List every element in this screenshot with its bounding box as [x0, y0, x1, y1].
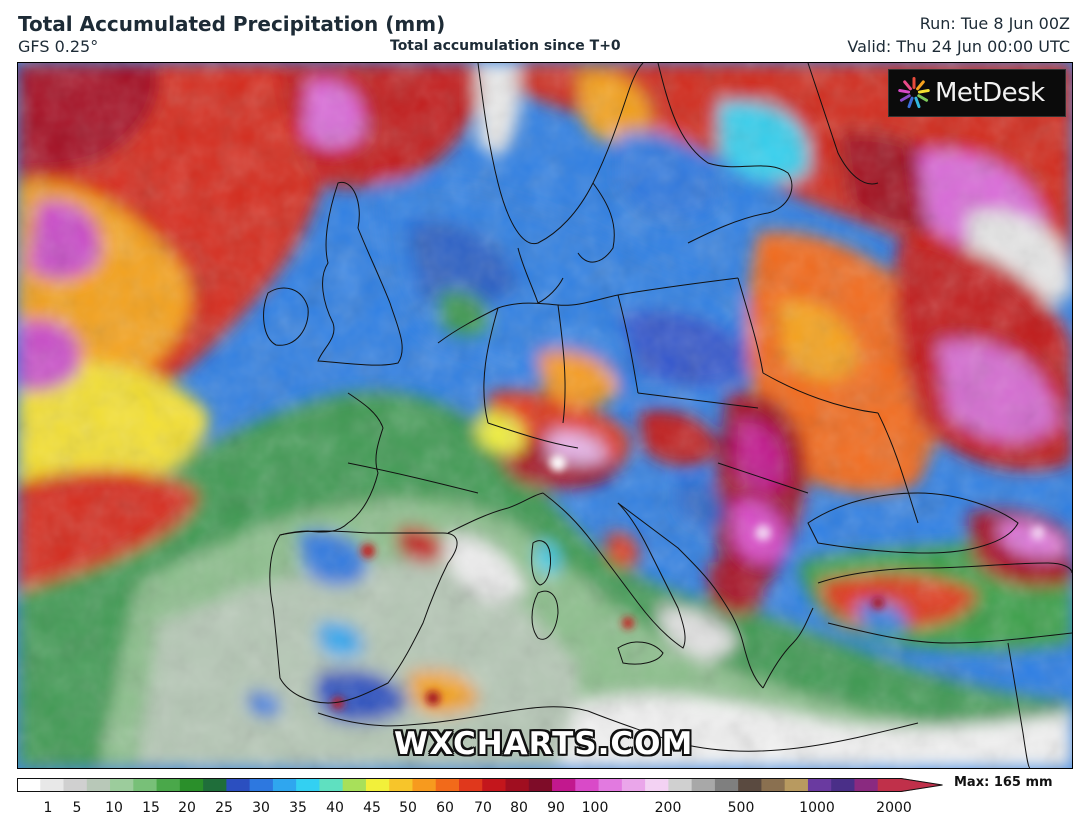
colorbar-tick: 20: [178, 800, 196, 816]
colorbar-segment: [621, 778, 646, 792]
colorbar-segment: [110, 778, 134, 792]
colorbar-segment: [365, 778, 390, 792]
wxcharts-watermark: WXCHARTS.COM: [394, 726, 694, 762]
colorbar-segment: [668, 778, 693, 792]
colorbar-segment: [831, 778, 856, 792]
colorbar: [17, 778, 943, 792]
colorbar-segment: [807, 778, 832, 792]
colorbar-segment: [598, 778, 623, 792]
colorbar-tick: 25: [215, 800, 233, 816]
colorbar-segment: [319, 778, 344, 792]
colorbar-segment: [249, 778, 274, 792]
colorbar-tick: 200: [654, 800, 682, 816]
colorbar-segment: [226, 778, 251, 792]
colorbar-tick: 90: [547, 800, 565, 816]
colorbar-tick: 15: [142, 800, 160, 816]
colorbar-segment: [505, 778, 530, 792]
run-time: Run: Tue 8 Jun 00Z: [919, 14, 1070, 33]
colorbar-segment: [342, 778, 367, 792]
colorbar-segment: [459, 778, 483, 792]
colorbar-segment: [133, 778, 158, 792]
colorbar-tick: 1: [43, 800, 53, 816]
colorbar-segment: [40, 778, 65, 792]
colorbar-segment: [738, 778, 763, 792]
colorbar-tick: 2000: [876, 800, 912, 816]
colorbar-segment: [296, 778, 321, 792]
colorbar-segment: [17, 778, 41, 792]
colorbar-tick: 80: [510, 800, 528, 816]
colorbar-segment: [877, 778, 902, 792]
colorbar-segment: [86, 778, 111, 792]
colorbar-tick: 40: [326, 800, 344, 816]
metdesk-logo-text: MetDesk: [935, 78, 1045, 108]
colorbar-tick: 100: [581, 800, 609, 816]
colorbar-tick: 1000: [799, 800, 835, 816]
colorbar-tick: 10: [105, 800, 123, 816]
colorbar-tick: 500: [727, 800, 755, 816]
chart-title: Total Accumulated Precipitation (mm): [18, 12, 446, 36]
colorbar-tick: 45: [363, 800, 381, 816]
precipitation-map-canvas: [18, 63, 1072, 768]
colorbar-segment: [435, 778, 460, 792]
colorbar-segment: [63, 778, 88, 792]
colorbar-ticks: 1 5 10 15 20 25 30 35 40 45 50 60 70 80 …: [17, 800, 943, 820]
colorbar-tick: 60: [436, 800, 454, 816]
colorbar-segment: [272, 778, 297, 792]
valid-time: Valid: Thu 24 Jun 00:00 UTC: [847, 37, 1070, 56]
colorbar-gradient: [17, 778, 943, 792]
metdesk-logo-icon: [898, 77, 930, 109]
model-label: GFS 0.25°: [18, 37, 99, 56]
colorbar-max-label: Max: 165 mm: [954, 775, 1053, 790]
colorbar-tick: 30: [252, 800, 270, 816]
colorbar-segment: [412, 778, 437, 792]
colorbar-segment: [528, 778, 553, 792]
chart-subtitle: Total accumulation since T+0: [390, 38, 621, 54]
colorbar-segment: [389, 778, 414, 792]
precipitation-map: MetDesk WXCHARTS.COM: [17, 62, 1073, 769]
colorbar-segment: [645, 778, 669, 792]
colorbar-segment: [575, 778, 600, 792]
colorbar-segment: [179, 778, 204, 792]
colorbar-segment: [714, 778, 739, 792]
colorbar-tick: 50: [399, 800, 417, 816]
colorbar-segment: [203, 778, 227, 792]
colorbar-segment: [691, 778, 716, 792]
colorbar-segment: [784, 778, 809, 792]
colorbar-extend-arrow: [901, 778, 943, 792]
colorbar-outline: [17, 778, 943, 792]
colorbar-tick: 70: [474, 800, 492, 816]
colorbar-segment: [156, 778, 181, 792]
colorbar-segment: [482, 778, 507, 792]
metdesk-logo: MetDesk: [888, 69, 1066, 117]
colorbar-segment: [761, 778, 786, 792]
colorbar-segment: [552, 778, 576, 792]
colorbar-segment: [854, 778, 879, 792]
colorbar-tick: 35: [289, 800, 307, 816]
colorbar-tick: 5: [72, 800, 82, 816]
